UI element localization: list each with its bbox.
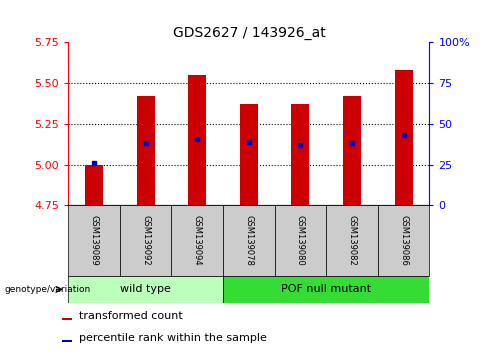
Text: GSM139078: GSM139078: [244, 215, 253, 266]
Text: wild type: wild type: [120, 284, 171, 295]
FancyBboxPatch shape: [223, 205, 275, 276]
Text: GSM139094: GSM139094: [193, 215, 202, 266]
Bar: [395, 70, 413, 205]
Bar: [62, 319, 72, 320]
Text: transformed count: transformed count: [79, 312, 183, 321]
Text: GSM139086: GSM139086: [399, 215, 408, 266]
Bar: [291, 104, 309, 205]
FancyBboxPatch shape: [326, 205, 378, 276]
FancyBboxPatch shape: [171, 205, 223, 276]
Text: POF null mutant: POF null mutant: [281, 284, 371, 295]
Bar: [85, 165, 103, 205]
FancyBboxPatch shape: [68, 205, 120, 276]
FancyBboxPatch shape: [275, 205, 326, 276]
Title: GDS2627 / 143926_at: GDS2627 / 143926_at: [172, 26, 325, 40]
Bar: [240, 104, 258, 205]
Bar: [137, 96, 155, 205]
Text: genotype/variation: genotype/variation: [5, 285, 91, 294]
FancyBboxPatch shape: [68, 276, 223, 303]
Text: GSM139092: GSM139092: [141, 215, 150, 266]
Text: GSM139080: GSM139080: [296, 215, 305, 266]
Text: percentile rank within the sample: percentile rank within the sample: [79, 333, 267, 343]
FancyBboxPatch shape: [223, 276, 429, 303]
FancyBboxPatch shape: [378, 205, 429, 276]
Bar: [343, 96, 361, 205]
Bar: [188, 75, 206, 205]
FancyBboxPatch shape: [120, 205, 171, 276]
Text: GSM139082: GSM139082: [347, 215, 357, 266]
Text: GSM139089: GSM139089: [90, 215, 99, 266]
Bar: [62, 340, 72, 342]
